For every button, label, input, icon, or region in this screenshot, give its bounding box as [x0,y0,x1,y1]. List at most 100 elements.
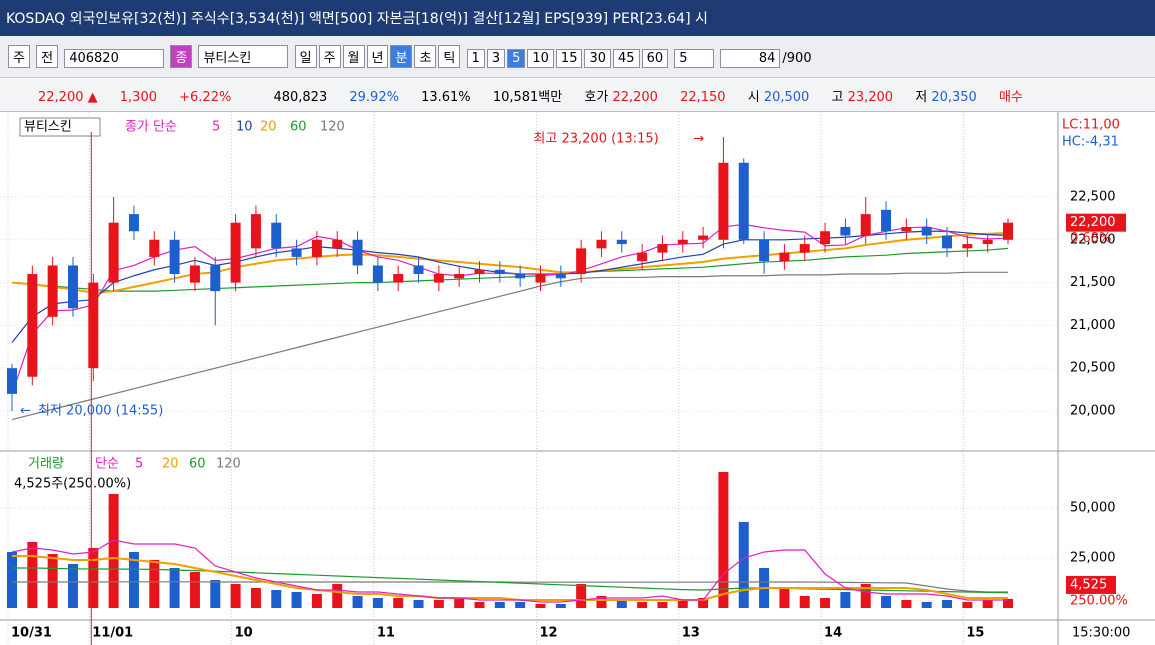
volume: 480,823 [273,90,328,105]
button[interactable]: 15 [555,49,583,68]
candle-body [596,239,607,249]
candle-body [962,244,973,249]
low-note: 최저 20,000 (14:55) [38,403,163,418]
high: 23,200 [847,90,894,105]
volume-bar [27,542,38,608]
candle-body [128,214,139,232]
low: 20,350 [931,90,977,105]
volume-bar [250,588,261,608]
button[interactable]: 30 [584,49,612,68]
y-tick-label: 22,500 [1070,189,1116,204]
candle-body [657,244,668,253]
button[interactable]: 주 [318,45,341,68]
title-bar: KOSDAQ 외국인보유[32(천)] 주식수[3,534(천)] 액면[500… [0,0,1155,36]
candle-body [454,274,465,279]
volume-bar [210,580,221,608]
candle-body [474,269,485,275]
volume-bar [271,590,282,608]
candle-body [230,222,241,283]
volume-bar [7,552,17,608]
button[interactable]: 45 [613,49,640,68]
volume-bar [433,600,444,608]
x-tick-label: 13 [682,626,700,641]
candle-body [799,244,810,253]
volume-bar [474,602,485,608]
button[interactable]: 전 [36,45,59,68]
y-tick-label: 21,000 [1070,318,1116,333]
chart-bg [0,112,1155,645]
legend-text: 단순 [95,457,119,472]
legend-text: 5 [212,120,220,135]
legend-text: 20 [260,120,277,135]
lc: LC:11,00 [1062,118,1120,133]
y-tick-label: 25,000 [1070,551,1116,566]
button[interactable]: 3 [486,49,506,68]
button[interactable]: 주 [8,45,30,68]
code-input[interactable]: 406820 [64,49,165,68]
volume-bar [982,600,993,608]
last-rate: 0.68% [1070,231,1111,246]
volume-bar [352,596,363,608]
high-note: 최고 23,200 (13:15) [533,132,658,147]
button[interactable]: 일 [294,45,317,68]
legend-text: 10 [236,120,253,135]
y-tick-label: 22,000 [1070,232,1116,247]
x-tick-label: 12 [539,626,557,641]
bid: 22,200 [612,90,658,105]
candle-body [27,274,38,377]
buy-button[interactable]: 매수 [998,90,1023,105]
legend-text: 종가 단순 [125,120,177,135]
candle-body [271,222,282,249]
volume-bar [799,596,810,608]
button[interactable]: 분 [390,45,413,68]
volume-bar [921,602,932,608]
button[interactable]: 년 [366,45,389,68]
shown[interactable]: 84 [720,49,781,68]
legend-box [19,117,101,137]
volume-bar [372,598,383,608]
x-tick-label: 15 [966,626,984,641]
volume-bar [881,596,892,608]
bid: 22,150 [680,90,726,105]
candle-body [88,282,99,369]
legend-text: 거래량 [28,457,64,472]
volume-bar [779,588,790,608]
button[interactable]: 10 [527,49,554,68]
legend-text: 120 [216,457,241,472]
label: 시 [747,90,760,105]
y-tick-label: 20,500 [1070,361,1116,376]
button[interactable]: 초 [414,45,437,68]
volume-bar [901,600,912,608]
volume-bar [738,522,749,608]
volume-bar [962,602,973,608]
candle-body [901,226,912,232]
candle-body [779,252,790,262]
volume-bar [616,600,627,608]
candle-body [738,162,749,240]
volume-bar [576,584,587,608]
candle-body [169,239,180,275]
button[interactable]: 틱 [438,45,461,68]
candle-body [413,265,424,275]
button[interactable]: 1 [466,49,485,68]
candle-body [47,265,58,317]
candle-body [677,239,688,245]
candle-body [494,269,505,275]
volume-bar [332,584,343,608]
stock-name[interactable]: 뷰티스킨 [198,45,289,68]
volume-bar [1003,598,1013,608]
candle-body [921,226,932,236]
count[interactable]: 5 [674,49,715,68]
ratio: 29.92% [349,90,399,105]
button[interactable]: 5 [507,49,526,68]
button[interactable]: 60 [641,49,669,68]
button[interactable]: 월 [342,45,365,68]
volume-bar [291,592,302,608]
volume-bar [47,554,58,608]
volume-bar [149,560,160,608]
legend-text: 60 [189,457,206,472]
candle-body [515,274,526,279]
